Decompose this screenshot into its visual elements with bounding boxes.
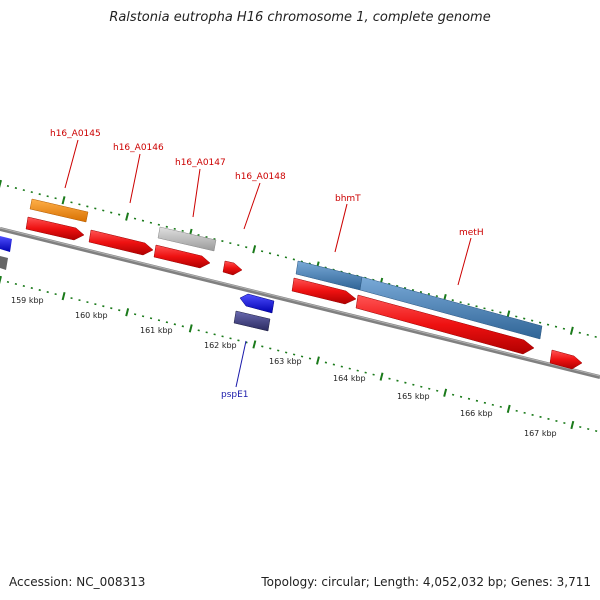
- cds-arrow-next[interactable]: [549, 349, 583, 370]
- topology-text: Topology: circular; Length: 4,052,032 bp…: [261, 575, 591, 589]
- orange-feature[interactable]: [29, 198, 89, 223]
- outer-track-major-tick: [0, 179, 2, 189]
- scale-label-166: 166 kbp: [460, 409, 493, 418]
- reverse-features: [233, 293, 275, 332]
- steelblue-feature-metH[interactable]: [359, 276, 543, 340]
- inner-track-major-tick: [252, 340, 257, 349]
- outer-track-major-tick: [125, 212, 130, 221]
- scale-label-162: 162 kbp: [204, 341, 237, 350]
- inner-tick-track: [0, 275, 598, 433]
- outer-tick-track: [0, 179, 597, 338]
- scale-label-161: 161 kbp: [140, 326, 173, 335]
- grey-feature-h16-A0147[interactable]: [157, 226, 217, 252]
- navy-feature-pspE1[interactable]: [233, 310, 271, 332]
- scale-label-164: 164 kbp: [333, 374, 366, 383]
- cds-arrow-h16-A0147[interactable]: [153, 244, 211, 269]
- scale-label-160: 160 kbp: [75, 311, 108, 320]
- outer-track-major-tick: [252, 245, 257, 254]
- cds-arrow-pspE1[interactable]: [239, 293, 275, 314]
- cds-arrow-h16-A0146[interactable]: [88, 229, 154, 256]
- cds-arrow-metH[interactable]: [355, 294, 535, 355]
- gene-label-bhmT[interactable]: bhmT: [335, 194, 361, 204]
- gene-label-h16-A0146[interactable]: h16_A0146: [113, 143, 164, 153]
- gene-label-h16-A0148[interactable]: h16_A0148: [235, 172, 286, 182]
- accession-text: Accession: NC_008313: [9, 575, 146, 589]
- scale-labels: 159 kbp 160 kbp 161 kbp 162 kbp 163 kbp …: [11, 296, 557, 438]
- inner-track-major-tick: [379, 372, 384, 381]
- scale-label-167: 167 kbp: [524, 429, 557, 438]
- inner-track-major-tick: [316, 356, 320, 365]
- inner-track-major-tick: [506, 404, 511, 414]
- inner-track-major-tick: [443, 388, 448, 397]
- scale-label-163: 163 kbp: [269, 357, 302, 366]
- outer-track-major-tick: [569, 326, 574, 335]
- genome-backbone-highlight: [0, 227, 600, 377]
- cds-arrow-bhmT[interactable]: [291, 277, 357, 305]
- inner-track-major-tick: [570, 420, 575, 430]
- cds-arrows: [25, 216, 583, 370]
- gene-label-h16-A0145[interactable]: h16_A0145: [50, 129, 101, 139]
- outer-track-major-tick: [61, 196, 66, 205]
- inner-track-major-tick: [61, 291, 66, 301]
- feature-boxes: [0, 198, 543, 340]
- label-leaders: [64, 139, 472, 388]
- blue-edge-feature[interactable]: [0, 236, 12, 252]
- inner-track-major-tick: [125, 308, 130, 317]
- gene-label-metH[interactable]: metH: [459, 228, 484, 238]
- gene-labels: h16_A0145 h16_A0146 h16_A0147 h16_A0148 …: [50, 129, 484, 400]
- inner-track-major-tick: [188, 324, 193, 333]
- genome-backbone: [0, 227, 600, 379]
- scale-label-159: 159 kbp: [11, 296, 44, 305]
- map-title: Ralstonia eutropha H16 chromosome 1, com…: [109, 10, 491, 25]
- darkgrey-edge-feature[interactable]: [0, 256, 8, 270]
- scale-label-165: 165 kbp: [397, 392, 430, 401]
- cds-arrow-h16-A0145[interactable]: [25, 216, 85, 241]
- gene-label-h16-A0147[interactable]: h16_A0147: [175, 158, 226, 168]
- gene-label-pspE1[interactable]: pspE1: [221, 390, 249, 400]
- cds-arrow-h16-A0148[interactable]: [222, 260, 243, 276]
- inner-track-major-tick: [0, 275, 2, 285]
